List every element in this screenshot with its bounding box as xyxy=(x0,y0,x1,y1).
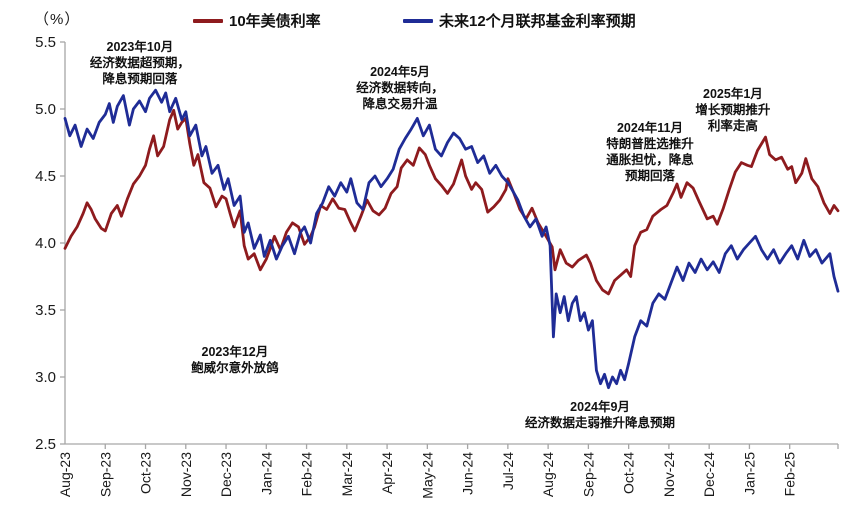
chart-annotation-dec-2023: 2023年12月 鲍威尔意外放鸽 xyxy=(191,344,279,376)
y-axis-tick-label: 3.5 xyxy=(35,302,56,319)
chart-annotation-may-2024: 2024年5月 经济数据转向， 降息交易升温 xyxy=(356,64,444,112)
annotation-line: 经济数据转向， xyxy=(356,80,444,95)
annotation-line: 经济数据超预期， xyxy=(89,56,190,71)
x-axis-tick-label: Feb-25 xyxy=(782,452,798,497)
annotation-line: 特朗普胜选推升 xyxy=(606,136,694,151)
x-axis-tick-label: Sep-24 xyxy=(580,452,596,497)
x-axis-tick-label: Aug-24 xyxy=(540,452,556,497)
annotation-line: 2025年1月 xyxy=(703,87,763,102)
annotation-line: 经济数据走弱推升降息预期 xyxy=(525,415,676,430)
x-axis-tick-label: Jan-24 xyxy=(258,452,274,495)
x-axis-tick-label: Nov-24 xyxy=(661,452,677,497)
chart-annotation-nov-2024: 2024年11月 特朗普胜选推升 通胀担忧，降息 预期回落 xyxy=(606,120,694,184)
annotation-line: 2024年5月 xyxy=(370,64,430,79)
chart-legend: 10年美债利率 未来12个月联邦基金利率预期 xyxy=(0,0,843,34)
legend-line-red-swatch xyxy=(193,18,223,23)
x-axis-tick-label: Aug-23 xyxy=(57,452,73,497)
annotation-line: 2024年9月 xyxy=(570,399,630,414)
series-line-fed-funds-expectation xyxy=(63,88,840,390)
x-axis-tick-label: Oct-23 xyxy=(138,452,154,494)
annotation-line: 预期回落 xyxy=(624,168,675,183)
chart-annotation-sep-2024: 2024年9月 经济数据走弱推升降息预期 xyxy=(525,399,675,431)
annotation-line: 通胀担忧，降息 xyxy=(606,152,694,167)
y-axis-tick-label: 4.0 xyxy=(35,235,56,252)
x-axis-tick-label: Nov-23 xyxy=(178,452,194,497)
series-line-10y-ust xyxy=(63,108,840,296)
x-axis-tick-label: Oct-24 xyxy=(621,452,637,494)
x-axis-tick-label: Jan-25 xyxy=(741,452,757,495)
annotation-line: 2023年10月 xyxy=(106,40,174,55)
annotation-line: 增长预期推升 xyxy=(695,103,771,118)
y-axis-tick-label: 4.5 xyxy=(35,168,56,185)
x-axis-tick-label: Dec-23 xyxy=(218,452,234,497)
annotation-line: 降息交易升温 xyxy=(362,96,438,111)
y-axis-tick-label: 2.5 xyxy=(35,436,56,453)
x-axis-tick-label: Mar-24 xyxy=(339,452,355,497)
legend-label-fed-funds-expectation: 未来12个月联邦基金利率预期 xyxy=(439,13,636,30)
x-axis-tick-label: May-24 xyxy=(419,452,435,499)
x-axis-tick-label: Dec-24 xyxy=(701,452,717,497)
y-axis-tick-label: 3.0 xyxy=(35,369,56,386)
x-axis-tick-label: Jun-24 xyxy=(460,452,476,495)
annotation-line: 鲍威尔意外放鸽 xyxy=(191,360,279,375)
x-axis-tick-label: Jul-24 xyxy=(500,452,516,490)
annotation-line: 2024年11月 xyxy=(616,120,683,135)
y-axis-tick-label: 5.0 xyxy=(35,101,56,118)
y-axis-unit-label: （%） xyxy=(34,11,81,28)
chart-annotation-oct-2023: 2023年10月 经济数据超预期， 降息预期回落 xyxy=(90,39,190,87)
legend-line-blue-swatch xyxy=(403,18,433,23)
annotation-line: 2023年12月 xyxy=(201,344,269,359)
x-axis-tick-label: Apr-24 xyxy=(379,452,395,494)
annotation-line: 降息预期回落 xyxy=(102,72,178,87)
y-axis-tick-label: 5.5 xyxy=(35,34,56,51)
legend-item-ust10y: 10年美债利率 xyxy=(193,10,321,31)
chart-annotation-jan-2025: 2025年1月 增长预期推升 利率走高 xyxy=(695,86,770,134)
annotation-line: 利率走高 xyxy=(707,119,758,134)
x-axis-tick-label: Feb-24 xyxy=(299,452,315,497)
legend-item-fed-funds-expectation: 未来12个月联邦基金利率预期 xyxy=(403,10,636,31)
x-axis-tick-label: Sep-23 xyxy=(97,452,113,497)
legend-label-ust10y: 10年美债利率 xyxy=(229,13,321,30)
